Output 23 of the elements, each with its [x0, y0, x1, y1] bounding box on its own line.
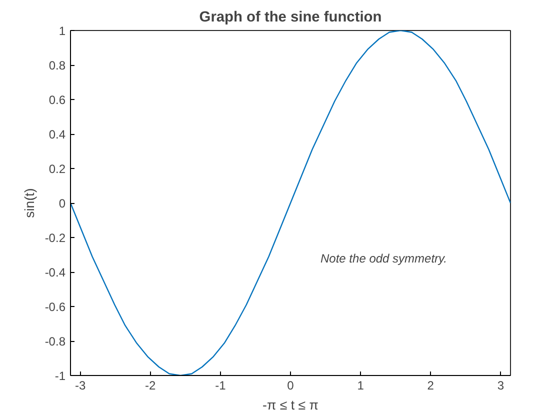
- x-tick-label: 0: [287, 378, 294, 392]
- x-tick-label: -3: [74, 378, 86, 392]
- y-tick-label: 0.2: [48, 162, 66, 176]
- y-tick-label: 0: [58, 196, 66, 210]
- y-tick-label: -0.8: [44, 334, 66, 348]
- y-tick-label: -1: [54, 369, 66, 383]
- x-axis-title: -π ≤ t ≤ π: [262, 398, 318, 412]
- y-tick-label: -0.6: [44, 300, 66, 314]
- y-tick-label: 0.8: [48, 58, 66, 72]
- y-tick-label: 0.4: [48, 128, 66, 142]
- x-tick-label: -2: [145, 378, 156, 392]
- x-tick-label: -1: [215, 378, 226, 392]
- x-tick-label: 3: [497, 378, 504, 392]
- y-tick-label: 1: [58, 24, 66, 38]
- chart-title: Graph of the sine function: [199, 10, 382, 26]
- x-tick-label: 1: [357, 378, 364, 392]
- y-axis-title: sin(t): [22, 188, 37, 218]
- annotation: Note the odd symmetry.: [320, 252, 447, 266]
- y-tick-label: -0.4: [44, 266, 66, 280]
- line-series: [70, 30, 510, 376]
- x-tick-label: 2: [427, 378, 434, 392]
- y-tick-label: 0.6: [48, 93, 66, 107]
- y-tick-label: -0.2: [44, 231, 66, 245]
